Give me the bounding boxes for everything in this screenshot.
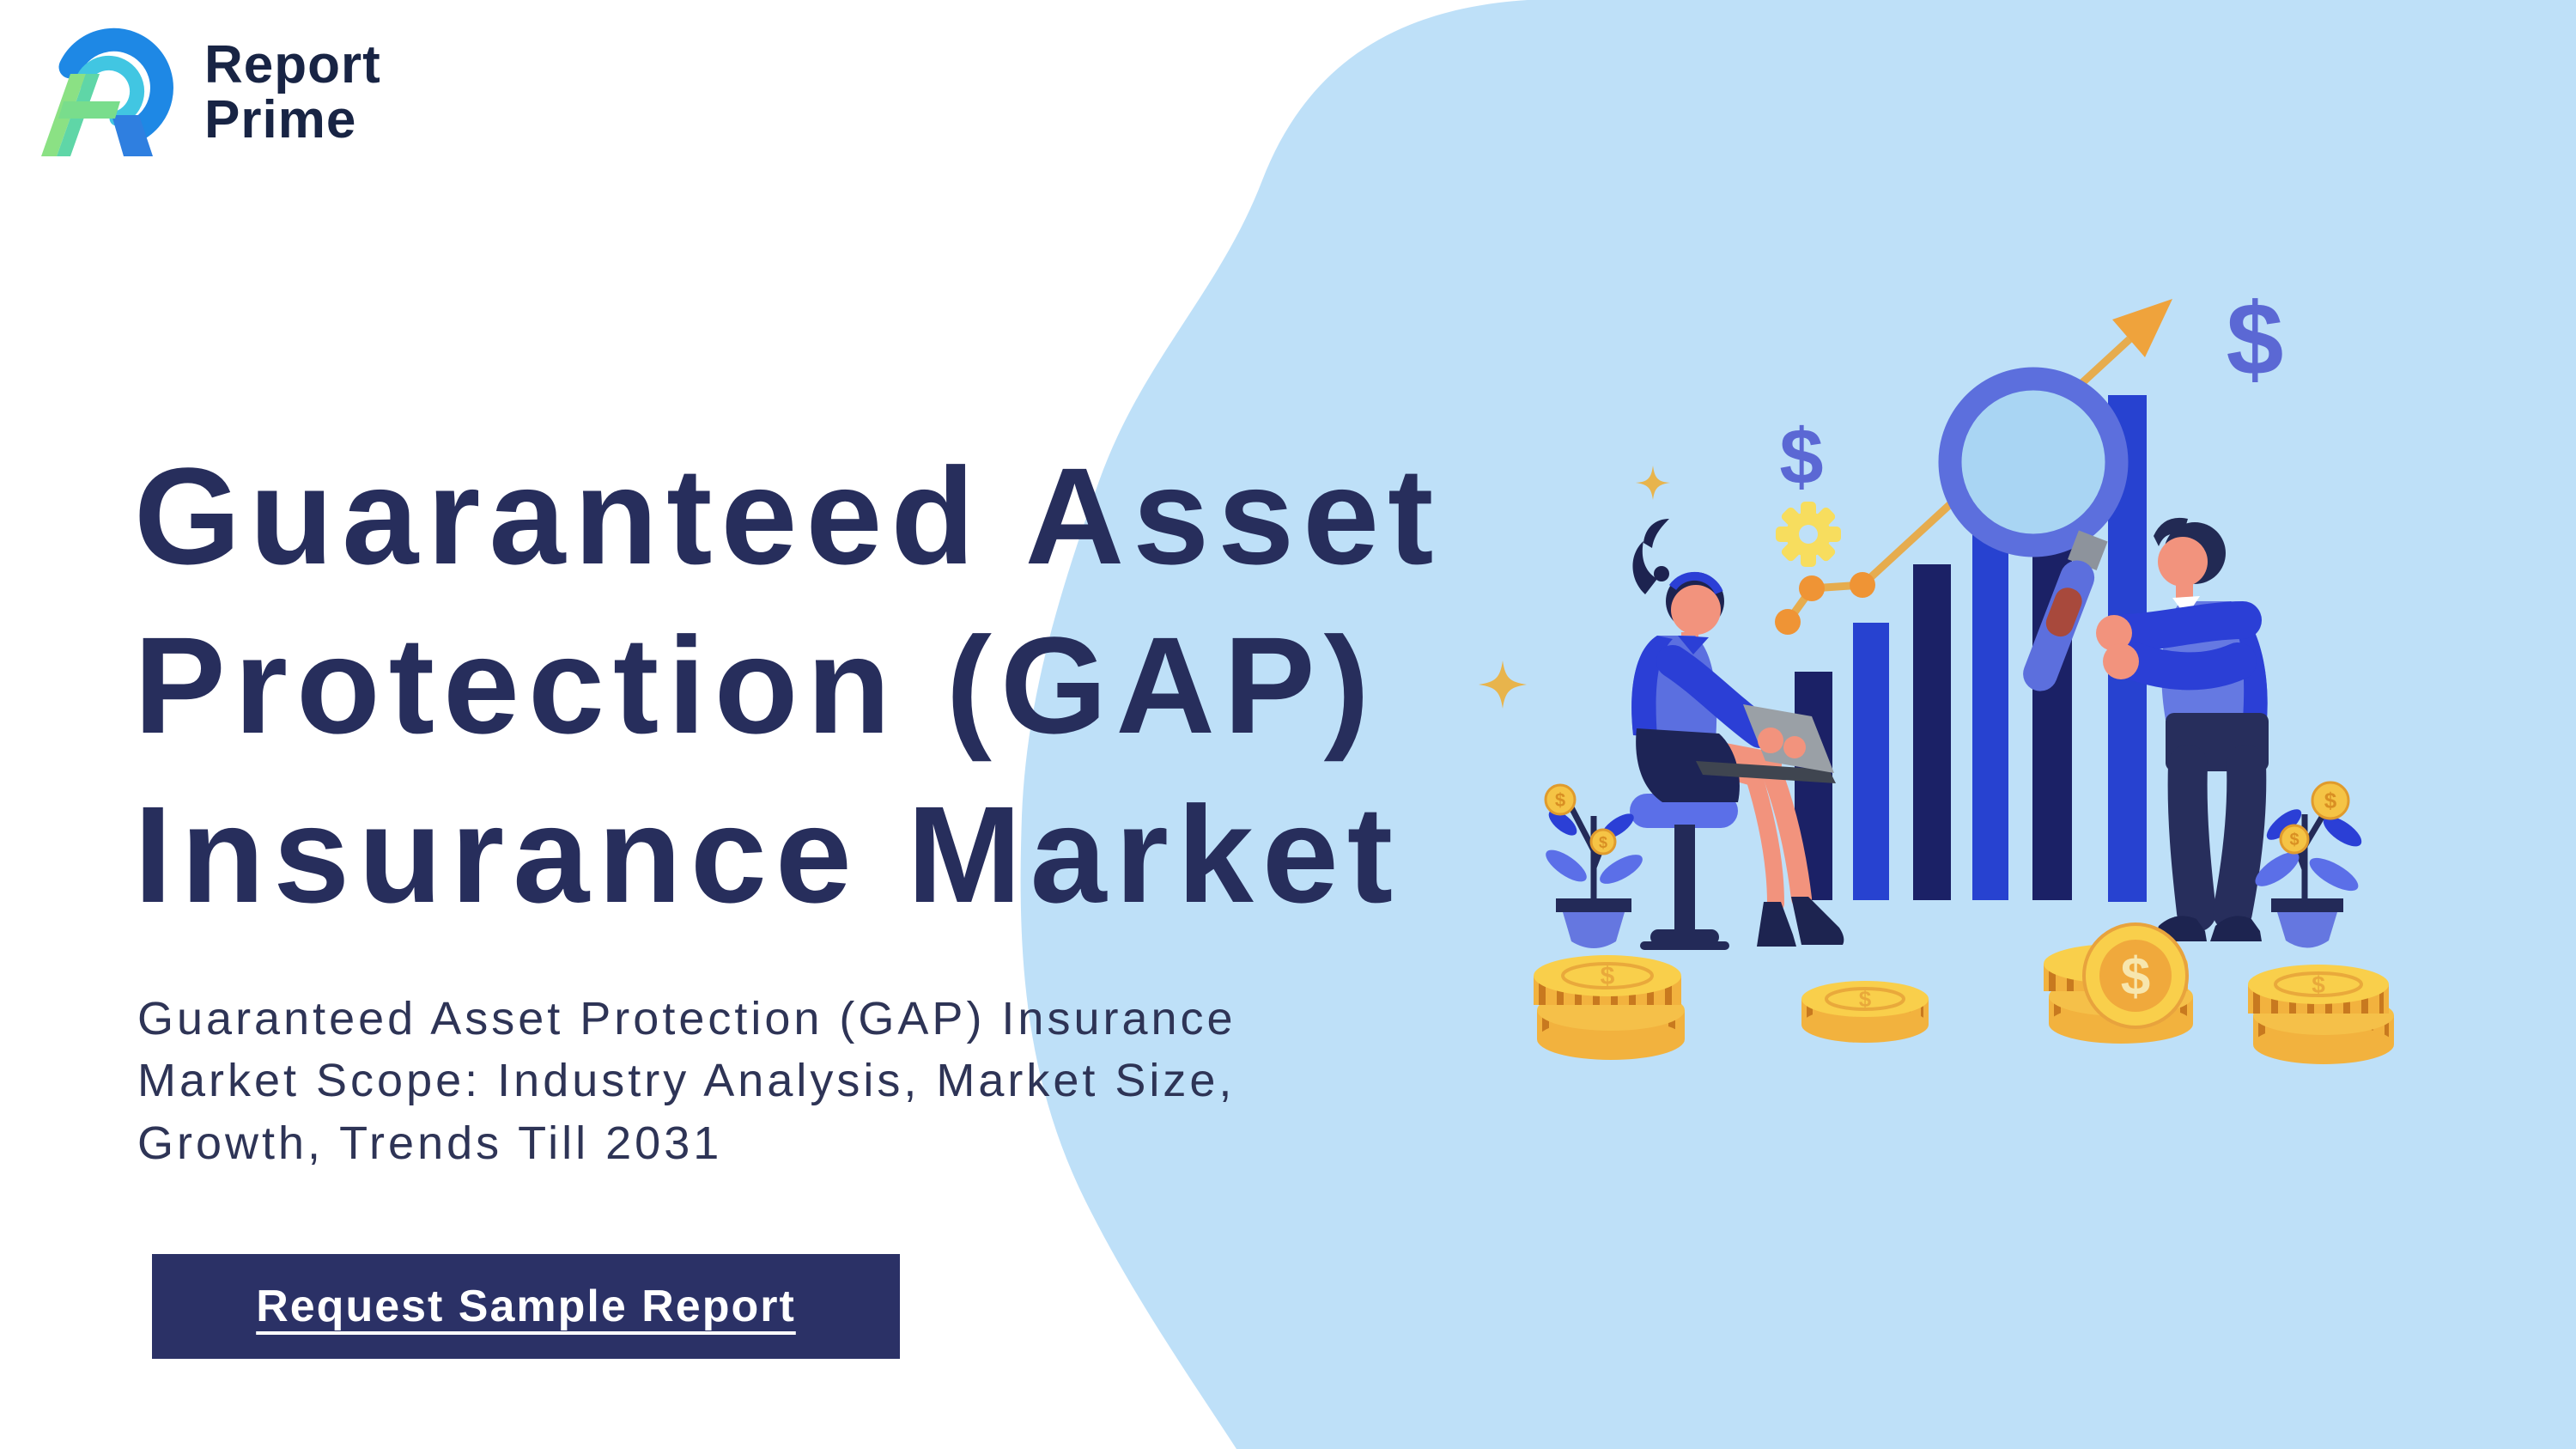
coin-stack: $ <box>2248 965 2394 1064</box>
svg-text:$: $ <box>1601 962 1615 990</box>
analyst-woman-laptop <box>1631 519 1844 947</box>
subtitle-line3: Growth, Trends Till 2031 <box>137 1117 723 1169</box>
dollar-icon-large: $ <box>2227 282 2284 397</box>
svg-text:$: $ <box>2312 971 2325 998</box>
svg-text:$: $ <box>2324 788 2337 813</box>
title-line2: Protection (GAP) <box>134 607 1378 762</box>
dollar-icon-small: $ <box>1779 413 1823 501</box>
logo-line2: Prime <box>204 90 357 149</box>
money-plant-right: $ $ <box>2255 781 2362 948</box>
page-title: Guaranteed Asset Protection (GAP) Insura… <box>134 432 1442 939</box>
svg-text:$: $ <box>2121 947 2150 1007</box>
money-plant-left: $ $ <box>1544 783 1643 948</box>
magnifying-glass-icon <box>1938 367 2129 691</box>
logo-wordmark: Report Prime <box>204 34 381 149</box>
dollar-coin: $ <box>2082 922 2189 1029</box>
title-line3: Insurance Market <box>134 776 1402 931</box>
logo-line1: Report <box>204 34 381 94</box>
cta-label: Request Sample Report <box>256 1282 796 1331</box>
title-line1: Guaranteed Asset <box>134 439 1443 593</box>
report-prime-logo[interactable]: Report Prime <box>36 26 381 160</box>
svg-text:$: $ <box>1599 834 1607 851</box>
subtitle-line2: Market Scope: Industry Analysis, Market … <box>137 1055 1236 1107</box>
request-sample-report-button[interactable]: Request Sample Report <box>152 1254 900 1359</box>
coin-stack: $ <box>1534 955 1685 1060</box>
svg-text:$: $ <box>1859 986 1872 1012</box>
gear-icon <box>1776 502 1841 567</box>
svg-text:$: $ <box>2289 831 2299 849</box>
coin-stacks: $ $ <box>1534 922 2394 1064</box>
svg-text:$: $ <box>1555 789 1565 811</box>
coin: $ <box>1801 981 1929 1043</box>
report-prime-logo-icon <box>41 27 173 156</box>
analyst-man <box>2096 517 2269 941</box>
hero-subtitle: Guaranteed Asset Protection (GAP) Insura… <box>137 988 1236 1174</box>
sparkle-icon <box>1479 466 1670 709</box>
subtitle-line1: Guaranteed Asset Protection (GAP) Insura… <box>137 993 1236 1044</box>
